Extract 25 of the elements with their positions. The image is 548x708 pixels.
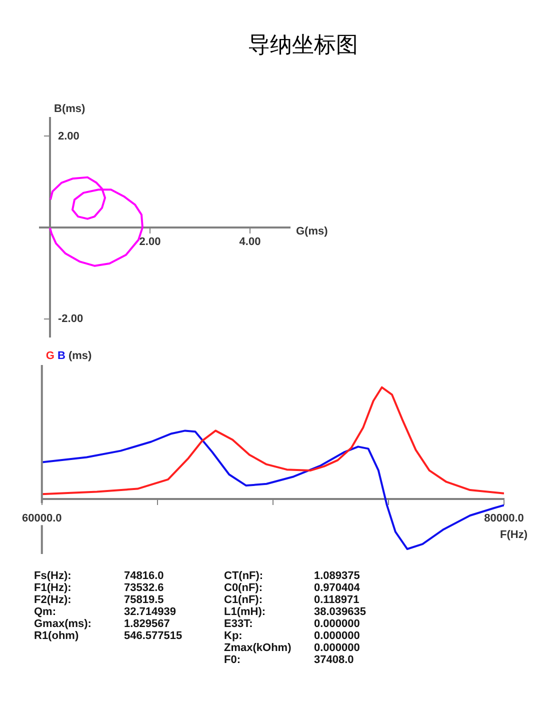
- y-axis-title: B(ms): [54, 103, 86, 115]
- text: Kp: 0.000000: [224, 630, 360, 642]
- text: E33T: 0.000000: [224, 618, 360, 630]
- text: F1(Hz): 73532.6: [34, 582, 164, 594]
- text: L1(mH): 38.039635: [224, 606, 366, 618]
- text: Qm: 32.714939: [34, 606, 176, 618]
- x-tick-label: 80000.0: [484, 512, 524, 525]
- text: R1(ohm) 546.577515: [34, 630, 182, 642]
- text: G: [46, 350, 54, 362]
- y-tick-label: -2.00: [58, 312, 84, 325]
- chart-title: 导纳坐标图: [247, 32, 359, 60]
- x-tick-label: 60000.0: [22, 512, 62, 525]
- text: Gmax(ms): 1.829567: [34, 618, 170, 630]
- text: F0: 37408.0: [224, 654, 354, 666]
- y-axis-title: (ms): [68, 350, 92, 362]
- text: Fs(Hz): 74816.0: [34, 570, 164, 582]
- x-axis-title: F(Hz): [500, 529, 528, 542]
- x-axis-title: G(ms): [296, 226, 328, 238]
- text: C1(nF): 0.118971: [224, 594, 360, 606]
- text: CT(nF): 1.089375: [224, 570, 360, 582]
- text: B: [57, 350, 66, 362]
- text: C0(nF): 0.970404: [224, 582, 360, 594]
- text: Zmax(kOhm) 0.000000: [224, 642, 360, 654]
- x-tick-label: 4.00: [239, 236, 261, 248]
- text: F2(Hz): 75819.5: [34, 594, 164, 606]
